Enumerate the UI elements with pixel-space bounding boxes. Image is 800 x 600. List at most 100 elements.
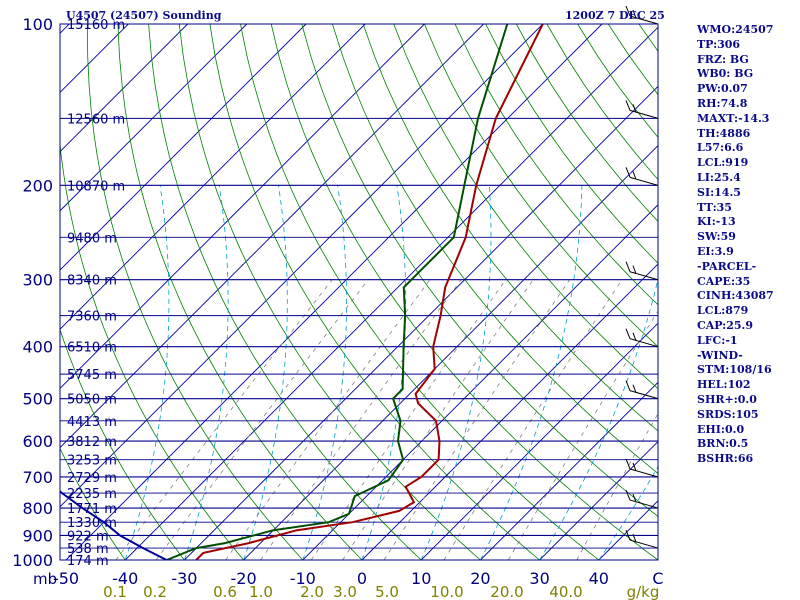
valid-time: 1200Z 7 DEC 25 — [565, 9, 665, 22]
plot-border — [59, 23, 659, 561]
panel-row: LCL:919 — [697, 156, 749, 170]
mixing-ratio-tick-label: 2.0 — [300, 583, 324, 600]
height-label: 4413 m — [67, 415, 117, 430]
dry-adiabat-line — [117, 24, 363, 560]
panel-row: TT:35 — [697, 200, 732, 214]
dewpoint-line — [166, 24, 509, 560]
wind-barb — [625, 5, 659, 25]
temperature-tick-label: -30 — [171, 569, 197, 588]
temperature-tick-label: 10 — [411, 569, 431, 588]
panel-row: WB0: BG — [697, 67, 754, 81]
mixing-ratio-tick-label: 0.1 — [103, 583, 127, 600]
mixing-ratio-line — [115, 279, 333, 560]
temperature-tick-label: -20 — [231, 569, 257, 588]
pressure-tick-label: 600 — [22, 432, 53, 451]
temperature-tick-label: C — [652, 569, 663, 588]
wind-barb — [625, 529, 659, 549]
height-label: 10870 m — [67, 179, 125, 194]
panel-row: BSHR:66 — [697, 452, 754, 466]
height-label: 538 m — [67, 542, 109, 557]
panel-row: TH:4886 — [697, 126, 751, 140]
panel-row: BRN:0.5 — [697, 437, 749, 451]
mixing-ratio-line — [383, 279, 570, 560]
pressure-tick-label: 1000 — [12, 551, 53, 570]
height-label: 9480 m — [67, 231, 117, 246]
panel-row: WMO:24507 — [697, 23, 774, 36]
panel-row: LCL:879 — [697, 304, 749, 318]
pressure-tick-label: 200 — [22, 176, 53, 195]
temperature-tick-label: -40 — [112, 569, 138, 588]
mixing-ratio-tick-label: 20.0 — [490, 583, 523, 600]
pressure-unit-label: mb — [33, 570, 57, 588]
panel-row: MAXT:-14.3 — [697, 111, 770, 125]
isotherm-line — [0, 24, 10, 560]
mixing-ratio-tick-label: 1.0 — [249, 583, 273, 600]
pressure-tick-label: 100 — [22, 15, 53, 34]
wind-barbs — [625, 5, 659, 549]
height-label: 922 m — [67, 529, 109, 544]
pressure-tick-label: 900 — [22, 526, 53, 545]
wind-barb — [625, 380, 659, 400]
panel-row: L57:6.6 — [697, 141, 744, 155]
panel-row: SW:59 — [697, 230, 736, 244]
panel-row: -PARCEL- — [697, 259, 757, 273]
panel-row: EI:3.9 — [697, 244, 734, 258]
pressure-tick-label: 800 — [22, 499, 53, 518]
panel-row: STM:108/16 — [697, 363, 772, 377]
panel-row: CAPE:35 — [697, 274, 751, 288]
chart-series — [60, 24, 544, 560]
panel-row: -WIND- — [697, 348, 743, 362]
height-label: 3812 m — [67, 435, 117, 450]
mixing-ratio-tick-label: 0.6 — [213, 583, 237, 600]
mixing-ratio-unit-label: g/kg — [627, 583, 660, 600]
panel-row: EHI:0.0 — [697, 422, 745, 436]
indices-panel: WMO:24507 TP:306 FRZ: BG WB0: BG PW:0.07 RH:7… — [697, 22, 800, 466]
height-label: 1771 m — [67, 502, 117, 517]
height-label: 2235 m — [67, 487, 117, 502]
mixing-ratio-tick-label: 3.0 — [333, 583, 357, 600]
isotherm-line — [184, 85, 658, 560]
height-label: 12560 m — [67, 112, 125, 127]
wind-barb — [625, 489, 659, 509]
wind-barb — [625, 328, 659, 348]
pressure-tick-label: 300 — [22, 271, 53, 290]
height-label: 7360 m — [67, 310, 117, 325]
height-label: 3253 m — [67, 454, 117, 469]
height-label: 6510 m — [67, 341, 117, 356]
temperature-tick-label: -50 — [53, 569, 79, 588]
panel-row: LI:25.4 — [697, 170, 741, 184]
temperature-tick-label: -10 — [290, 569, 316, 588]
height-label: 2729 m — [67, 471, 117, 486]
temperature-tick-label: 20 — [470, 569, 490, 588]
pressure-tick-label: 700 — [22, 468, 53, 487]
height-label: 1330 m — [67, 516, 117, 531]
chart-grid — [0, 24, 658, 560]
panel-row: TP:306 — [697, 37, 741, 51]
mixing-ratio-line — [508, 310, 658, 560]
pressure-tick-label: 500 — [22, 390, 53, 409]
dry-adiabat-line — [240, 24, 600, 560]
panel-row: HEL:102 — [697, 378, 751, 392]
mixing-ratio-line — [155, 279, 369, 560]
wind-barb — [625, 167, 659, 186]
wind-barb — [625, 261, 659, 281]
panel-row: RH:74.8 — [697, 96, 748, 110]
panel-row: CINH:43087 — [697, 289, 774, 303]
height-label: 5050 m — [67, 393, 117, 408]
temperature-line — [195, 24, 544, 560]
mixing-ratio-line — [260, 279, 462, 560]
wind-barb — [625, 100, 659, 119]
parcel-line — [60, 490, 168, 560]
height-label: 5745 m — [67, 368, 117, 383]
mixing-ratio-tick-label: 0.2 — [143, 583, 167, 600]
moist-adiabat-line — [539, 277, 658, 560]
panel-row: SI:14.5 — [697, 185, 741, 199]
temperature-tick-label: 40 — [589, 569, 609, 588]
dry-adiabat-line — [270, 24, 658, 560]
panel-row: PW:0.07 — [697, 82, 748, 96]
height-label: 8340 m — [67, 274, 117, 289]
panel-row: FRZ: BG — [697, 52, 749, 66]
panel-row: SHR+:0.0 — [697, 392, 757, 406]
